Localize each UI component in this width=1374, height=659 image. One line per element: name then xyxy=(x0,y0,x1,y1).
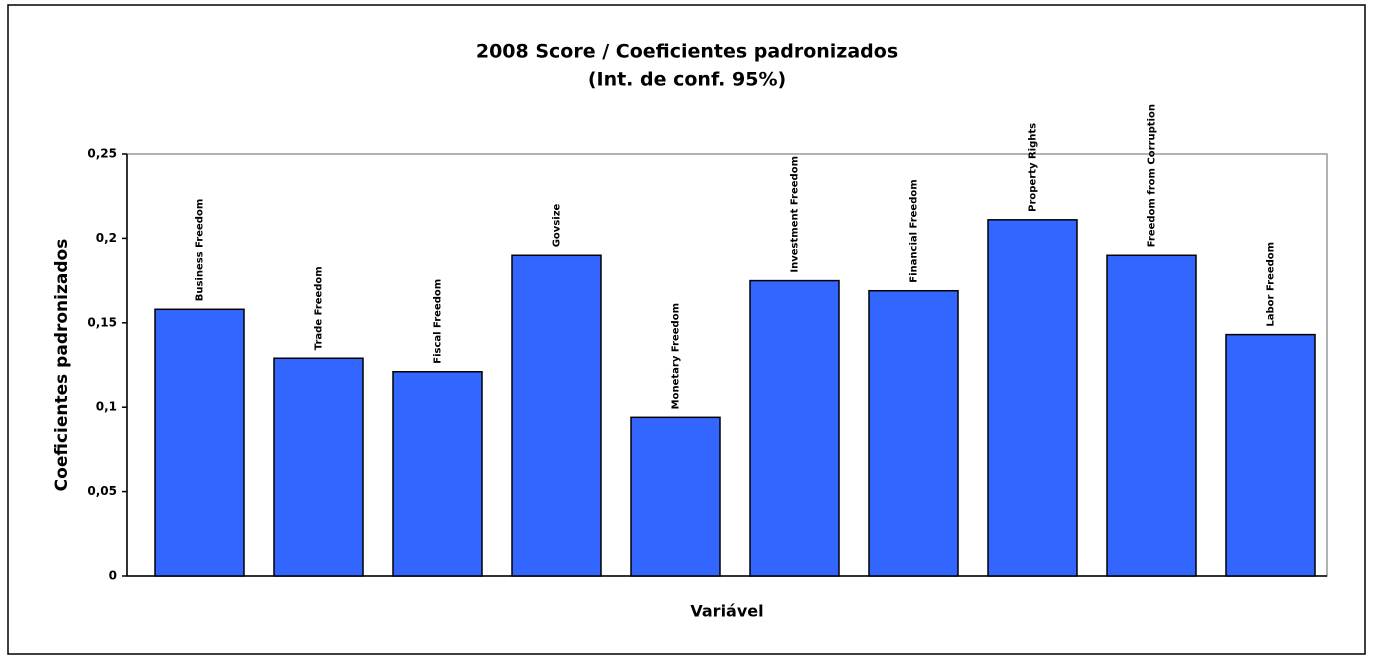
bar xyxy=(630,416,721,577)
bar xyxy=(392,371,483,577)
y-tick-label: 0,05 xyxy=(87,484,117,498)
y-axis-label: Coeficientes padronizados xyxy=(52,239,72,492)
bar xyxy=(1225,333,1316,577)
y-tick-label: 0,25 xyxy=(87,147,117,161)
y-tick-label: 0,2 xyxy=(96,231,117,245)
y-tick-label: 0,15 xyxy=(87,315,117,329)
y-tick-label: 0,1 xyxy=(96,400,117,414)
bar xyxy=(511,254,602,577)
bar xyxy=(154,308,245,577)
bar xyxy=(987,219,1078,577)
chart-subtitle: (Int. de conf. 95%) xyxy=(588,69,786,91)
chart-title: 2008 Score / Coeficientes padronizados xyxy=(476,41,898,63)
category-label: Business Freedom xyxy=(195,199,206,302)
category-label: Govsize xyxy=(552,203,563,247)
bar xyxy=(749,279,840,577)
bar xyxy=(868,289,959,577)
bar xyxy=(1106,254,1197,577)
x-axis-label: Variável xyxy=(690,602,763,621)
bar xyxy=(273,357,364,577)
category-label: Labor Freedom xyxy=(1266,242,1277,327)
category-label: Investment Freedom xyxy=(790,156,801,273)
category-label: Financial Freedom xyxy=(909,179,920,282)
category-label: Fiscal Freedom xyxy=(433,279,444,364)
y-tick-label: 0 xyxy=(109,569,117,583)
category-label: Trade Freedom xyxy=(314,266,325,350)
category-label: Property Rights xyxy=(1028,123,1039,212)
category-label: Freedom from Corruption xyxy=(1147,104,1158,247)
category-label: Monetary Freedom xyxy=(671,303,682,409)
